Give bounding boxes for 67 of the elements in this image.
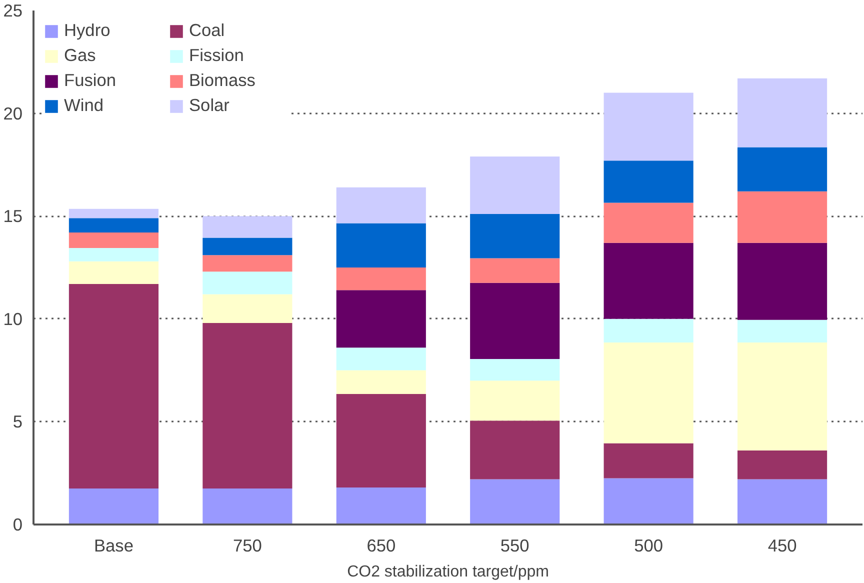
bar xyxy=(470,282,560,359)
y-tick-label: 20 xyxy=(3,103,23,124)
bar xyxy=(737,342,828,450)
bar xyxy=(737,320,828,343)
bar xyxy=(470,380,560,421)
bar xyxy=(604,443,694,478)
legend-label: Gas xyxy=(64,45,97,66)
bar xyxy=(68,232,159,248)
bar xyxy=(336,290,426,348)
y-tick-label: 5 xyxy=(12,412,23,432)
x-tick-label: 450 xyxy=(768,536,797,556)
bar xyxy=(68,488,159,524)
bar xyxy=(737,78,828,148)
bar xyxy=(737,479,828,524)
bar xyxy=(68,284,159,489)
bar xyxy=(737,147,828,192)
x-axis-title: CO2 stabilization target/ppm xyxy=(347,564,549,580)
bar xyxy=(202,272,292,294)
legend-label: Fission xyxy=(189,45,245,66)
bar xyxy=(470,258,560,283)
y-tick-label: 0 xyxy=(12,514,23,534)
legend-label: Wind xyxy=(64,95,104,116)
bar xyxy=(202,255,292,272)
bar xyxy=(336,187,426,224)
legend-label: Fusion xyxy=(64,70,118,91)
bar xyxy=(604,478,694,524)
bar xyxy=(202,238,292,256)
bar xyxy=(336,268,426,290)
bar xyxy=(336,348,426,370)
x-tick-label: 650 xyxy=(366,536,396,556)
bar xyxy=(604,318,694,343)
bar xyxy=(470,420,560,480)
bar xyxy=(737,450,828,480)
legend-label: Coal xyxy=(189,20,226,41)
bar xyxy=(470,479,560,524)
bar xyxy=(604,342,694,444)
y-tick-label: 10 xyxy=(3,308,23,329)
x-tick-label: 750 xyxy=(232,536,262,556)
bar xyxy=(68,218,159,233)
bar xyxy=(202,294,292,324)
legend-label: Biomass xyxy=(189,70,256,91)
bar xyxy=(336,370,426,394)
legend-label: Solar xyxy=(189,95,230,116)
bar xyxy=(737,191,828,243)
y-tick-label: 15 xyxy=(3,206,23,226)
bar xyxy=(470,214,560,258)
bar xyxy=(202,216,292,238)
bar xyxy=(202,488,292,524)
x-tick-label: 500 xyxy=(634,536,664,556)
bar xyxy=(604,92,694,161)
bar xyxy=(604,202,694,243)
bar xyxy=(470,156,560,214)
bar xyxy=(604,242,694,319)
x-tick-label: 550 xyxy=(500,536,530,556)
bar xyxy=(68,248,159,262)
bar xyxy=(68,208,159,218)
bar xyxy=(604,160,694,203)
x-tick-label: Base xyxy=(94,536,134,556)
legend-label: Hydro xyxy=(64,20,112,41)
bar xyxy=(336,487,426,524)
y-tick-label: 25 xyxy=(3,0,23,20)
bar xyxy=(737,242,828,320)
bar xyxy=(336,394,426,488)
bar xyxy=(68,261,159,284)
bar xyxy=(470,358,560,381)
bar xyxy=(336,223,426,268)
bar xyxy=(202,323,292,489)
